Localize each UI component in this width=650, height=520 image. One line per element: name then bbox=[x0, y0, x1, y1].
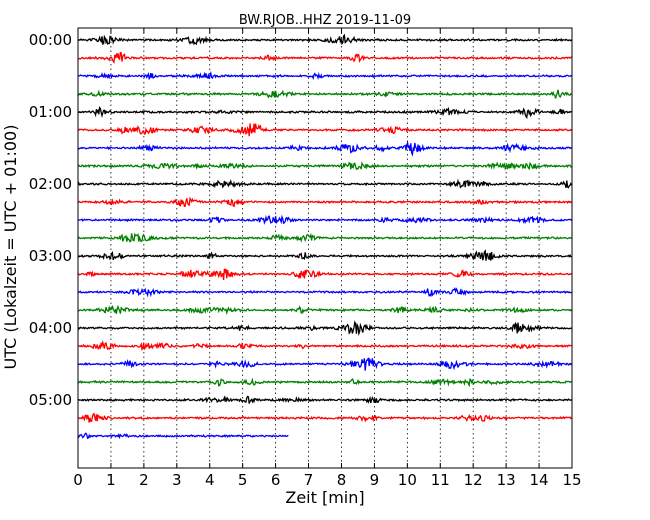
seismic-trace bbox=[77, 412, 573, 423]
plot-frame bbox=[77, 27, 573, 469]
seismic-trace bbox=[77, 232, 572, 243]
seismic-trace bbox=[77, 178, 573, 189]
x-tick-label: 10 bbox=[398, 471, 417, 489]
x-tick-label: 15 bbox=[562, 471, 581, 489]
seismic-trace bbox=[77, 51, 572, 64]
seismic-trace bbox=[77, 140, 572, 157]
x-tick-label: 14 bbox=[530, 471, 549, 489]
x-tick-label: 11 bbox=[431, 471, 450, 489]
x-tick-label: 1 bbox=[106, 471, 116, 489]
y-tick-label: 02:00 bbox=[29, 175, 72, 193]
x-axis-label: Zeit [min] bbox=[285, 488, 364, 507]
seismic-trace bbox=[77, 268, 572, 281]
seismic-trace bbox=[77, 123, 573, 137]
x-tick-label: 8 bbox=[337, 471, 347, 489]
y-tick-label: 01:00 bbox=[29, 103, 72, 121]
seismic-trace bbox=[77, 377, 572, 388]
x-tick-label: 13 bbox=[497, 471, 516, 489]
x-axis: 0 1 2 3 4 5 6 7 8 9 10 11 12 13 14 15 bbox=[73, 28, 582, 489]
seismic-trace bbox=[77, 286, 572, 298]
y-tick-label: 05:00 bbox=[29, 391, 72, 409]
seismic-trace bbox=[77, 320, 572, 337]
y-axis: 00:00 01:00 02:00 03:00 04:00 05:00 bbox=[29, 31, 83, 409]
seismic-trace bbox=[77, 339, 572, 351]
seismic-trace bbox=[77, 70, 572, 81]
x-gridlines bbox=[110, 28, 540, 468]
seismic-trace bbox=[77, 214, 573, 225]
x-tick-label: 7 bbox=[304, 471, 314, 489]
x-tick-label: 12 bbox=[464, 471, 483, 489]
seismic-trace bbox=[77, 161, 572, 171]
seismic-trace bbox=[77, 196, 573, 208]
seismic-trace bbox=[77, 106, 572, 119]
y-tick-label: 00:00 bbox=[29, 31, 72, 49]
x-tick-label: 4 bbox=[205, 471, 215, 489]
seismic-trace bbox=[77, 432, 289, 440]
x-tick-label: 3 bbox=[172, 471, 182, 489]
seismic-trace bbox=[77, 249, 572, 261]
seismic-trace bbox=[77, 395, 573, 404]
y-axis-label: UTC (Lokalzeit = UTC + 01:00) bbox=[1, 125, 20, 370]
seismic-trace bbox=[77, 89, 572, 99]
seismic-trace bbox=[77, 33, 573, 46]
y-tick-label: 03:00 bbox=[29, 247, 72, 265]
seismic-traces bbox=[77, 33, 573, 440]
x-tick-label: 6 bbox=[271, 471, 281, 489]
y-tick-label: 04:00 bbox=[29, 319, 72, 337]
x-tick-label: 0 bbox=[73, 471, 83, 489]
chart-title: BW.RJOB..HHZ 2019-11-09 bbox=[239, 13, 411, 28]
seismic-trace bbox=[77, 357, 573, 371]
seismic-trace bbox=[77, 304, 573, 316]
x-tick-label: 9 bbox=[370, 471, 380, 489]
x-tick-label: 2 bbox=[139, 471, 149, 489]
x-tick-label: 5 bbox=[238, 471, 248, 489]
